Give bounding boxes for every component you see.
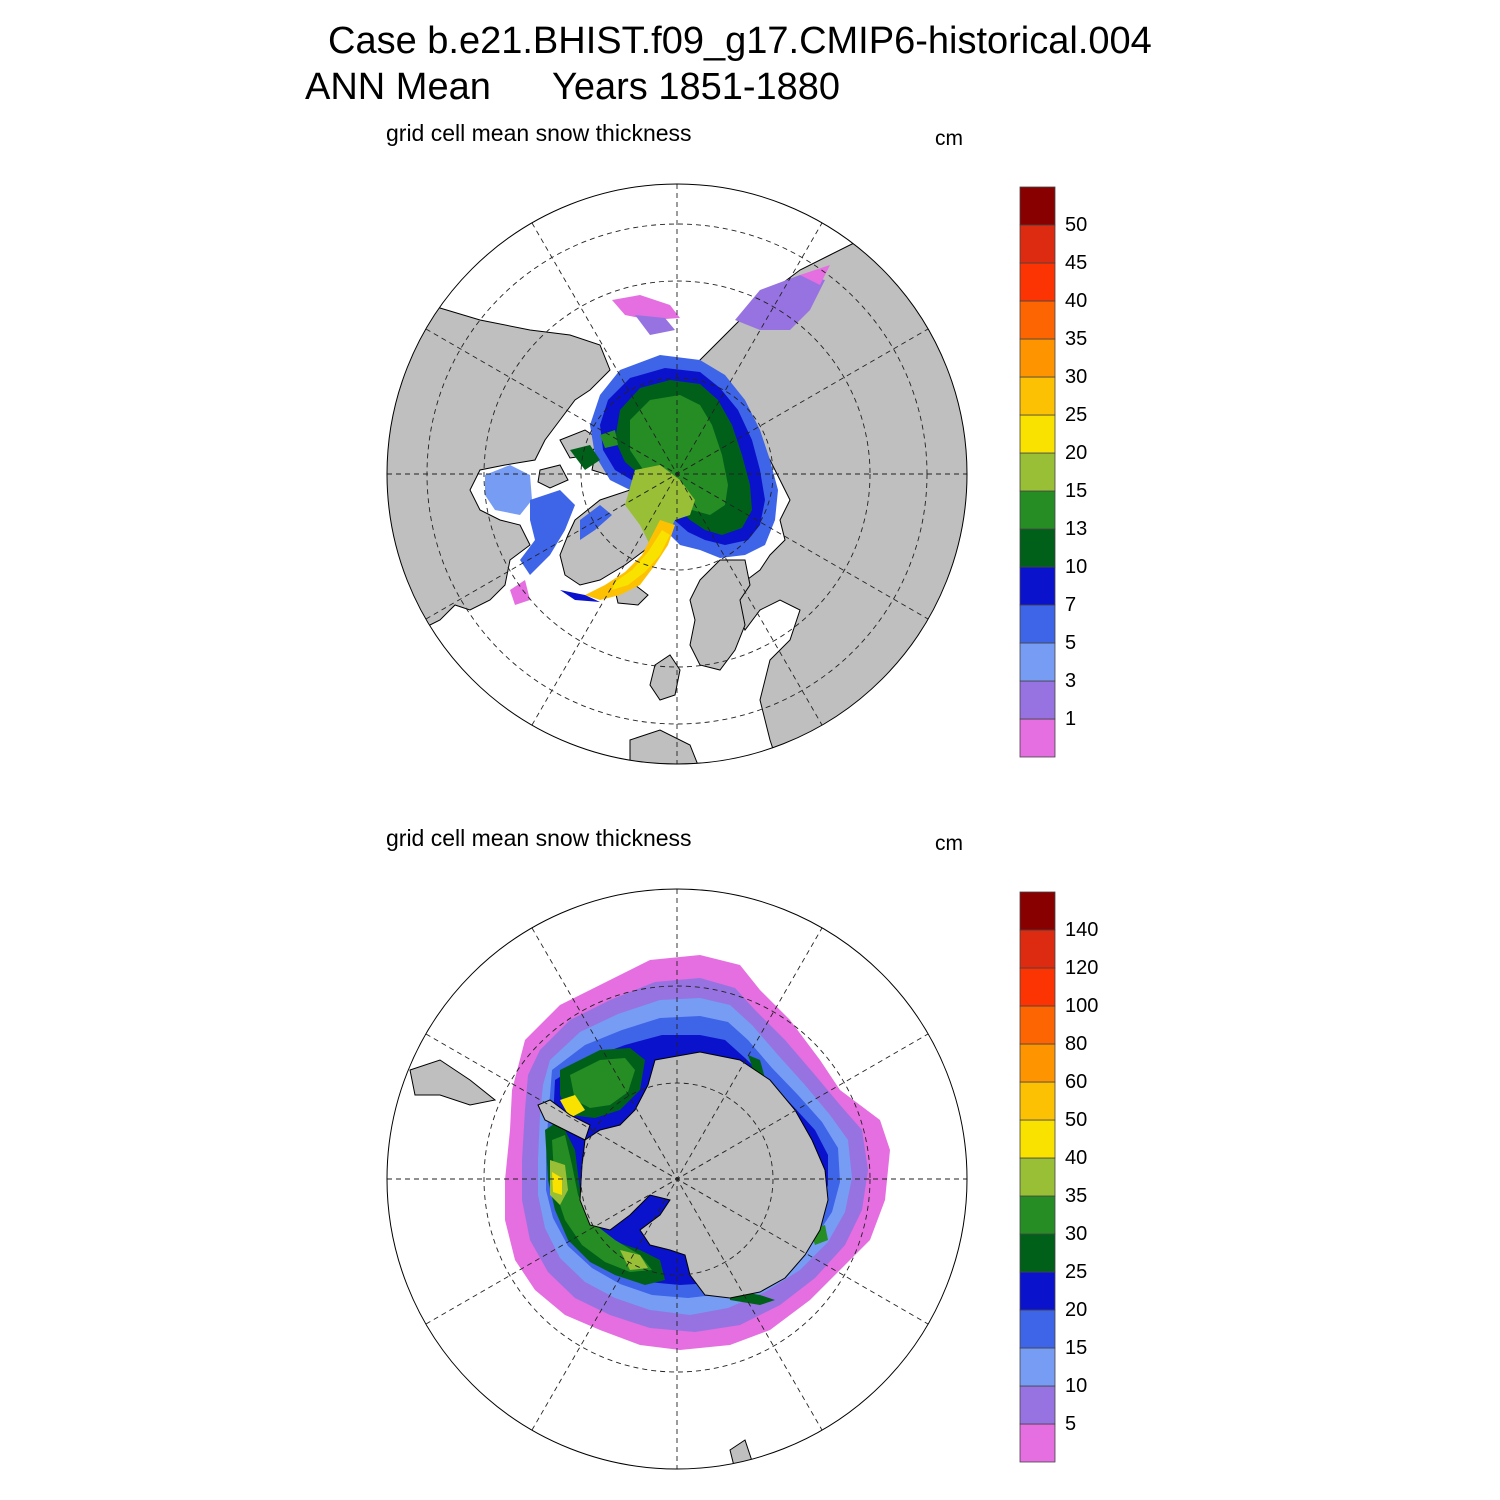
north-colorbar-tick-label: 30 bbox=[1065, 366, 1088, 388]
south-graticule bbox=[387, 889, 967, 1469]
north-colorbar-box bbox=[1019, 490, 1056, 530]
north-colorbar-box bbox=[1019, 414, 1056, 454]
south-colorbar-box bbox=[1019, 1271, 1056, 1311]
north-colorbar-tick-label: 40 bbox=[1065, 290, 1088, 312]
south-colorbar-box bbox=[1019, 1423, 1056, 1463]
south-polar-map bbox=[386, 888, 968, 1470]
south-colorbar-tick-label: 80 bbox=[1065, 1033, 1088, 1055]
south-colorbar bbox=[1019, 891, 1056, 1463]
south-colorbar-box bbox=[1019, 1385, 1056, 1425]
south-colorbar-tick-label: 60 bbox=[1065, 1071, 1088, 1093]
south-colorbar-tick-label: 40 bbox=[1065, 1147, 1088, 1169]
south-colorbar-box bbox=[1019, 1195, 1056, 1235]
north-colorbar-box bbox=[1019, 262, 1056, 302]
main-title-years: Years 1851-1880 bbox=[552, 66, 841, 108]
north-colorbar-box bbox=[1019, 642, 1056, 682]
north-colorbar-box bbox=[1019, 718, 1056, 758]
south-colorbar-tick-label: 15 bbox=[1065, 1337, 1088, 1359]
south-colorbar-box bbox=[1019, 1347, 1056, 1387]
north-colorbar-box bbox=[1019, 680, 1056, 720]
south-colorbar-box bbox=[1019, 1233, 1056, 1273]
north-colorbar-box bbox=[1019, 338, 1056, 378]
north-polar-map bbox=[386, 183, 968, 765]
north-colorbar-box bbox=[1019, 566, 1056, 606]
south-colorbar-tick-label: 140 bbox=[1065, 919, 1099, 941]
north-colorbar-box bbox=[1019, 376, 1056, 416]
north-colorbar-tick-label: 13 bbox=[1065, 518, 1088, 540]
south-colorbar-box bbox=[1019, 1081, 1056, 1121]
north-colorbar-tick-label: 45 bbox=[1065, 252, 1088, 274]
south-colorbar-box bbox=[1019, 1043, 1056, 1083]
north-colorbar-box bbox=[1019, 452, 1056, 492]
south-colorbar-box bbox=[1019, 967, 1056, 1007]
north-colorbar-box bbox=[1019, 300, 1056, 340]
south-colorbar-tick-label: 30 bbox=[1065, 1223, 1088, 1245]
south-colorbar-tick-label: 100 bbox=[1065, 995, 1099, 1017]
north-colorbar-box bbox=[1019, 224, 1056, 264]
south-colorbar-tick-label: 10 bbox=[1065, 1375, 1088, 1397]
north-variable-label: grid cell mean snow thickness bbox=[386, 120, 692, 146]
south-colorbar-box bbox=[1019, 1119, 1056, 1159]
north-colorbar-box bbox=[1019, 528, 1056, 568]
south-colorbar-tick-label: 35 bbox=[1065, 1185, 1088, 1207]
south-colorbar-tick-label: 5 bbox=[1065, 1413, 1077, 1435]
north-colorbar-tick-label: 10 bbox=[1065, 556, 1088, 578]
south-colorbar-box bbox=[1019, 1309, 1056, 1349]
south-units-label: cm bbox=[935, 832, 963, 855]
north-colorbar-tick-label: 25 bbox=[1065, 404, 1088, 426]
north-colorbar-tick-label: 15 bbox=[1065, 480, 1088, 502]
south-colorbar-box bbox=[1019, 1005, 1056, 1045]
north-land bbox=[387, 229, 967, 764]
main-title-period-label: ANN Mean bbox=[305, 66, 491, 108]
north-colorbar-tick-label: 3 bbox=[1065, 670, 1077, 692]
south-colorbar-tick-label: 25 bbox=[1065, 1261, 1088, 1283]
north-colorbar-tick-label: 5 bbox=[1065, 632, 1077, 654]
north-graticule bbox=[387, 184, 967, 764]
south-colorbar-box bbox=[1019, 891, 1056, 931]
south-colorbar-box bbox=[1019, 929, 1056, 969]
north-colorbar-tick-label: 35 bbox=[1065, 328, 1088, 350]
north-colorbar-box bbox=[1019, 186, 1056, 226]
south-colorbar-tick-label: 20 bbox=[1065, 1299, 1088, 1321]
north-colorbar-tick-label: 7 bbox=[1065, 594, 1077, 616]
north-colorbar-tick-label: 20 bbox=[1065, 442, 1088, 464]
north-colorbar bbox=[1019, 186, 1056, 758]
north-units-label: cm bbox=[935, 127, 963, 150]
south-colorbar-tick-label: 120 bbox=[1065, 957, 1099, 979]
south-colorbar-box bbox=[1019, 1157, 1056, 1197]
main-title-case: Case b.e21.BHIST.f09_g17.CMIP6-historica… bbox=[328, 20, 1152, 62]
north-colorbar-box bbox=[1019, 604, 1056, 644]
south-variable-label: grid cell mean snow thickness bbox=[386, 825, 692, 851]
north-colorbar-tick-label: 50 bbox=[1065, 214, 1088, 236]
north-colorbar-tick-label: 1 bbox=[1065, 708, 1077, 730]
south-colorbar-tick-label: 50 bbox=[1065, 1109, 1088, 1131]
